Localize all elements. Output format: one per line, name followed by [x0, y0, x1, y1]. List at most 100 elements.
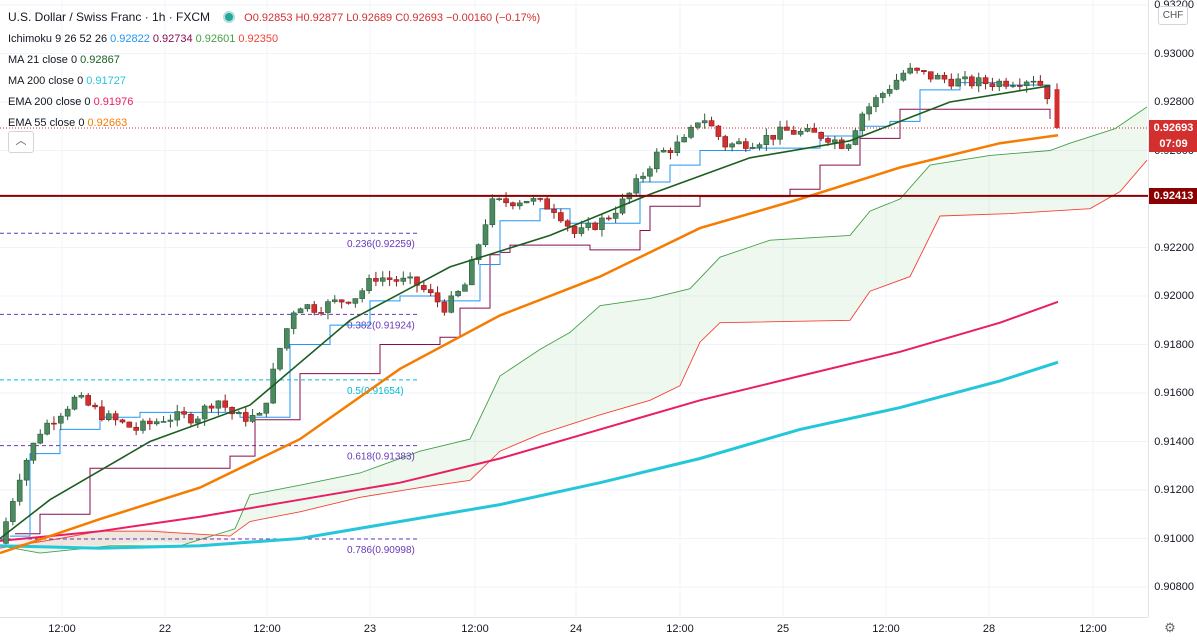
candle-up: [1023, 81, 1030, 87]
ema200-line: [0, 300, 1059, 542]
candle-up: [866, 106, 872, 115]
candle-down: [667, 150, 674, 153]
candle-up: [10, 501, 16, 522]
candle-up: [585, 222, 592, 228]
candle-up: [71, 396, 78, 410]
indicator-value: 0.92350: [238, 33, 279, 45]
candle-down: [181, 411, 187, 415]
candle-up: [530, 198, 537, 202]
candle-up: [167, 419, 174, 422]
indicator-row[interactable]: Ichimoku 9 26 52 26 0.92822 0.92734 0.92601…: [8, 29, 540, 50]
indicator-row[interactable]: MA 21 close 0 0.92867: [8, 50, 540, 71]
time-tick-label: 28: [982, 623, 996, 635]
candle-up: [57, 415, 64, 424]
candle-up: [290, 312, 297, 329]
candle-up: [695, 122, 701, 128]
candle-down: [982, 77, 989, 84]
candle-up: [907, 67, 914, 74]
last-price-tag: 0.92693: [1149, 119, 1197, 136]
candle-down: [921, 70, 927, 72]
gear-icon[interactable]: ⚙: [1164, 620, 1176, 635]
candle-up: [325, 301, 331, 313]
candle-down: [825, 138, 831, 143]
candle-down: [503, 198, 509, 204]
candle-up: [462, 284, 468, 292]
price-tick-label: 0.91400: [1154, 435, 1194, 448]
candle-down: [790, 130, 797, 135]
candle-up: [153, 421, 160, 425]
indicator-row[interactable]: EMA 200 close 0 0.91976: [8, 92, 540, 113]
candle-up: [845, 144, 852, 149]
candle-up: [249, 415, 256, 422]
candle-down: [784, 126, 790, 131]
horizontal-level-tag: 0.92413: [1149, 187, 1197, 204]
indicator-label: Ichimoku 9 26 52 26: [8, 33, 108, 45]
candle-up: [879, 93, 886, 98]
candle-down: [311, 304, 318, 313]
chevron-up-icon: ︿: [15, 135, 27, 147]
candle-up: [195, 418, 201, 424]
symbol-title[interactable]: U.S. Dollar / Swiss Franc · 1h · FXCM: [8, 10, 211, 24]
candle-down: [715, 125, 722, 137]
candle-up: [297, 308, 304, 314]
time-tick-label: 23: [363, 623, 377, 635]
indicator-row[interactable]: MA 200 close 0 0.91727: [8, 71, 540, 92]
currency-badge[interactable]: CHF: [1158, 6, 1188, 25]
time-axis[interactable]: 12:00 22 12:00 23 12:00 24 12:00 25 12:00 28 12:00: [0, 617, 1148, 641]
candle-down: [222, 400, 228, 408]
candle-up: [955, 78, 961, 87]
candle-up: [359, 290, 366, 299]
candle-down: [770, 135, 777, 140]
indicator-row[interactable]: EMA 55 close 0 0.92663: [8, 113, 540, 134]
candle-down: [1016, 85, 1023, 87]
candle-down: [338, 299, 345, 303]
candle-last: [1054, 89, 1060, 128]
candle-down: [510, 202, 516, 207]
candle-up: [736, 141, 742, 145]
candle-down: [85, 395, 91, 406]
candle-down: [592, 222, 598, 230]
time-tick-label: 12:00: [872, 623, 900, 635]
chart-area[interactable]: 0.236(0.92259) 0.382(0.91924) 0.5(0.91654)…: [0, 0, 1148, 617]
candle-up: [44, 422, 50, 435]
collapse-legend-button[interactable]: ︿: [8, 131, 34, 153]
time-tick-label: 12:00: [48, 623, 76, 635]
candle-up: [893, 79, 900, 90]
candle-down: [188, 413, 194, 424]
fibonacci-level-label: 0.786(0.90998): [347, 545, 415, 556]
bar-countdown-tag: 07:09: [1149, 135, 1197, 152]
candle-up: [215, 400, 222, 409]
fibonacci-level-label: 0.5(0.91654): [347, 386, 404, 397]
indicator-label: EMA 55 close 0: [8, 117, 85, 129]
price-tick-label: 0.91800: [1154, 338, 1194, 351]
candle-up: [516, 202, 523, 207]
price-tick-label: 0.92000: [1154, 290, 1194, 302]
price-tick-label: 0.92800: [1154, 96, 1194, 108]
candle-up: [763, 135, 770, 145]
candle-up: [886, 88, 893, 94]
candle-up: [475, 244, 482, 261]
candle-up: [688, 126, 694, 138]
candle-up: [236, 412, 242, 415]
candle-down: [92, 404, 98, 408]
candle-up: [331, 299, 338, 302]
indicator-value: 0.92867: [80, 54, 120, 66]
ema55-line: [0, 133, 1059, 555]
price-tick-label: 0.91600: [1154, 387, 1194, 399]
candle-down: [989, 83, 996, 87]
candle-down: [558, 212, 564, 222]
candle-down: [126, 421, 133, 428]
price-axis[interactable]: 0.932000.930000.928000.926000.924000.922…: [1148, 0, 1197, 617]
time-tick-label: 24: [569, 623, 583, 635]
candle-down: [1003, 80, 1009, 87]
candle-down: [537, 198, 544, 200]
candle-up: [1030, 80, 1037, 83]
indicator-value: 0.92822: [110, 33, 150, 45]
chart-plot[interactable]: 0.236(0.92259) 0.382(0.91924) 0.5(0.91654)…: [0, 0, 1148, 617]
price-tick-label: 0.93000: [1154, 47, 1194, 60]
candle-up: [482, 224, 489, 246]
candle-up: [640, 175, 646, 179]
candle-up: [30, 442, 37, 461]
indicator-value: 0.92734: [152, 33, 193, 45]
candle-up: [873, 97, 879, 108]
